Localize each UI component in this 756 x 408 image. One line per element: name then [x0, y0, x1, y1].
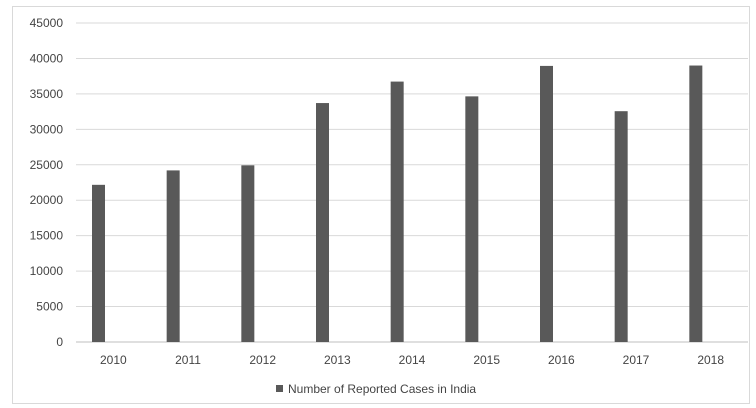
bar-2010 [92, 184, 105, 342]
x-tick-label: 2012 [249, 353, 276, 367]
legend-label: Number of Reported Cases in India [288, 382, 476, 396]
y-tick-label: 15000 [30, 229, 64, 243]
bar-2013 [316, 103, 329, 342]
y-tick-label: 40000 [30, 51, 64, 65]
bar-2014 [390, 81, 404, 343]
bar-2018 [689, 65, 703, 343]
legend: Number of Reported Cases in India [276, 382, 476, 396]
y-tick-label: 20000 [30, 193, 64, 207]
bar-2016 [540, 65, 553, 342]
x-tick-label: 2010 [100, 353, 127, 367]
x-tick-label: 2016 [548, 353, 575, 367]
x-axis-tick-labels: 2010 2011 2012 2013 2014 2015 2016 2017 2018 [100, 353, 724, 367]
x-tick-label: 2017 [623, 353, 650, 367]
bar-2017 [614, 111, 628, 342]
x-tick-label: 2011 [175, 353, 201, 367]
x-tick-label: 2015 [473, 353, 500, 367]
y-tick-label: 5000 [36, 300, 63, 314]
y-tick-label: 35000 [30, 87, 64, 101]
gridlines [76, 22, 748, 343]
x-tick-label: 2014 [399, 353, 426, 367]
y-tick-label: 30000 [30, 122, 64, 136]
bars [92, 65, 703, 343]
y-tick-label: 0 [56, 335, 63, 349]
y-tick-label: 25000 [30, 158, 64, 172]
x-tick-label: 2013 [324, 353, 351, 367]
bar-2015 [465, 96, 479, 342]
y-axis-tick-labels: 0 5000 10000 15000 20000 25000 30000 35000 40000… [30, 16, 64, 349]
y-tick-label: 10000 [30, 264, 64, 278]
legend-swatch [276, 385, 283, 392]
y-tick-label: 45000 [30, 16, 64, 30]
x-tick-label: 2018 [697, 353, 724, 367]
bar-2011 [166, 170, 180, 342]
bar-2012 [241, 165, 255, 342]
